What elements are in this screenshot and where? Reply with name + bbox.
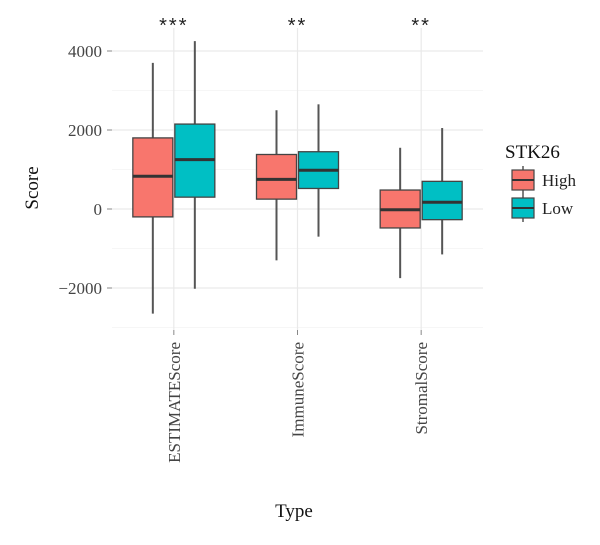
y-tick-label: 0 — [94, 200, 103, 219]
significance-label: ** — [411, 15, 431, 37]
box-body — [421, 180, 463, 221]
x-tick-label: StromalScore — [412, 342, 431, 435]
plot-area — [132, 41, 463, 314]
y-tick-label: 2000 — [68, 121, 102, 140]
legend-items: High Low — [511, 166, 577, 222]
y-tick-label: 4000 — [68, 42, 102, 61]
box-low-stromalscore — [421, 128, 463, 255]
x-axis-title: Type — [275, 501, 313, 522]
legend-item-high: High — [511, 166, 577, 194]
box-high-estimatescore — [132, 62, 174, 314]
legend-label: High — [542, 171, 577, 190]
grid-lines — [112, 28, 483, 330]
x-tick-label: ImmuneScore — [289, 342, 308, 437]
box-high-stromalscore — [379, 147, 421, 279]
y-tick-label: −2000 — [58, 279, 102, 298]
legend-item-low: Low — [511, 194, 574, 222]
box-low-estimatescore — [174, 41, 216, 289]
x-tick-label: ESTIMATEScore — [165, 342, 184, 463]
box-high-immunescore — [255, 110, 298, 261]
legend: STK26 High Low — [505, 142, 577, 222]
box-body — [255, 153, 298, 200]
significance-label: ** — [288, 15, 308, 37]
legend-title: STK26 — [505, 142, 560, 163]
y-axis-title: Score — [22, 166, 43, 209]
box-low-immunescore — [297, 104, 340, 237]
legend-label: Low — [542, 199, 574, 218]
significance-label: *** — [159, 15, 188, 37]
